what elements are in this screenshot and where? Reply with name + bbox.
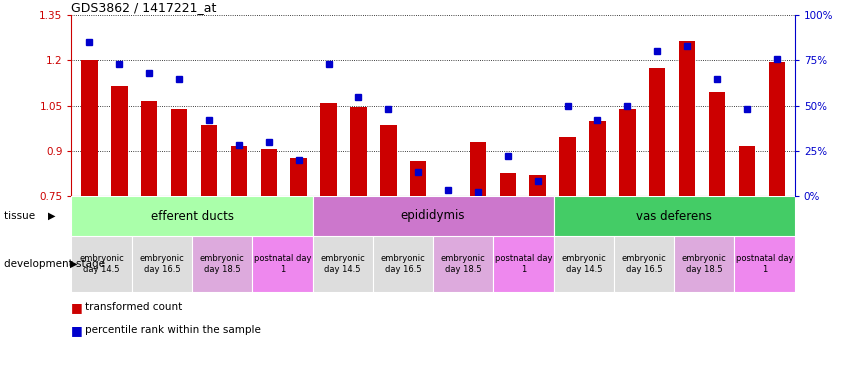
Bar <box>738 146 755 196</box>
Text: ▶: ▶ <box>48 211 56 221</box>
Text: epididymis: epididymis <box>401 210 465 222</box>
Bar <box>230 146 247 196</box>
Bar <box>433 236 494 292</box>
Text: vas deferens: vas deferens <box>637 210 712 222</box>
Bar <box>350 107 367 196</box>
Text: ■: ■ <box>71 301 87 314</box>
Bar <box>313 236 373 292</box>
Bar <box>530 175 546 196</box>
Bar <box>171 109 188 196</box>
Bar <box>380 125 396 196</box>
Bar <box>71 196 313 236</box>
Text: ▶: ▶ <box>70 259 77 269</box>
Text: embryonic
day 14.5: embryonic day 14.5 <box>562 254 606 274</box>
Bar <box>192 236 252 292</box>
Text: tissue: tissue <box>4 211 39 221</box>
Text: embryonic
day 14.5: embryonic day 14.5 <box>320 254 365 274</box>
Text: postnatal day
1: postnatal day 1 <box>736 254 793 274</box>
Bar <box>590 121 606 196</box>
Bar <box>141 101 157 196</box>
Text: embryonic
day 14.5: embryonic day 14.5 <box>79 254 124 274</box>
Text: percentile rank within the sample: percentile rank within the sample <box>85 325 261 335</box>
Text: development stage: development stage <box>4 259 108 269</box>
Text: postnatal day
1: postnatal day 1 <box>254 254 311 274</box>
Bar <box>553 196 795 236</box>
Bar <box>111 86 128 196</box>
Text: embryonic
day 18.5: embryonic day 18.5 <box>441 254 485 274</box>
Bar <box>559 137 576 196</box>
Bar <box>674 236 734 292</box>
Bar <box>679 41 696 196</box>
Text: ■: ■ <box>71 324 87 337</box>
Bar <box>410 161 426 196</box>
Text: embryonic
day 16.5: embryonic day 16.5 <box>621 254 666 274</box>
Bar <box>261 149 277 196</box>
Text: GDS3862 / 1417221_at: GDS3862 / 1417221_at <box>71 1 217 14</box>
Bar <box>734 236 795 292</box>
Text: efferent ducts: efferent ducts <box>151 210 234 222</box>
Bar <box>132 236 192 292</box>
Bar <box>614 236 674 292</box>
Bar <box>201 125 217 196</box>
Text: embryonic
day 16.5: embryonic day 16.5 <box>140 254 184 274</box>
Text: postnatal day
1: postnatal day 1 <box>495 254 553 274</box>
Bar <box>500 173 516 196</box>
Bar <box>71 236 132 292</box>
Bar <box>494 236 553 292</box>
Text: transformed count: transformed count <box>85 302 182 312</box>
Bar <box>82 61 98 196</box>
Bar <box>649 68 665 196</box>
Text: embryonic
day 16.5: embryonic day 16.5 <box>381 254 426 274</box>
Bar <box>709 92 725 196</box>
Bar <box>320 103 336 196</box>
Bar <box>470 142 486 196</box>
Bar <box>252 236 313 292</box>
Bar <box>373 236 433 292</box>
Bar <box>553 236 614 292</box>
Bar <box>619 109 636 196</box>
Bar <box>313 196 553 236</box>
Bar <box>290 158 307 196</box>
Bar <box>769 62 785 196</box>
Text: embryonic
day 18.5: embryonic day 18.5 <box>682 254 727 274</box>
Text: embryonic
day 18.5: embryonic day 18.5 <box>200 254 245 274</box>
